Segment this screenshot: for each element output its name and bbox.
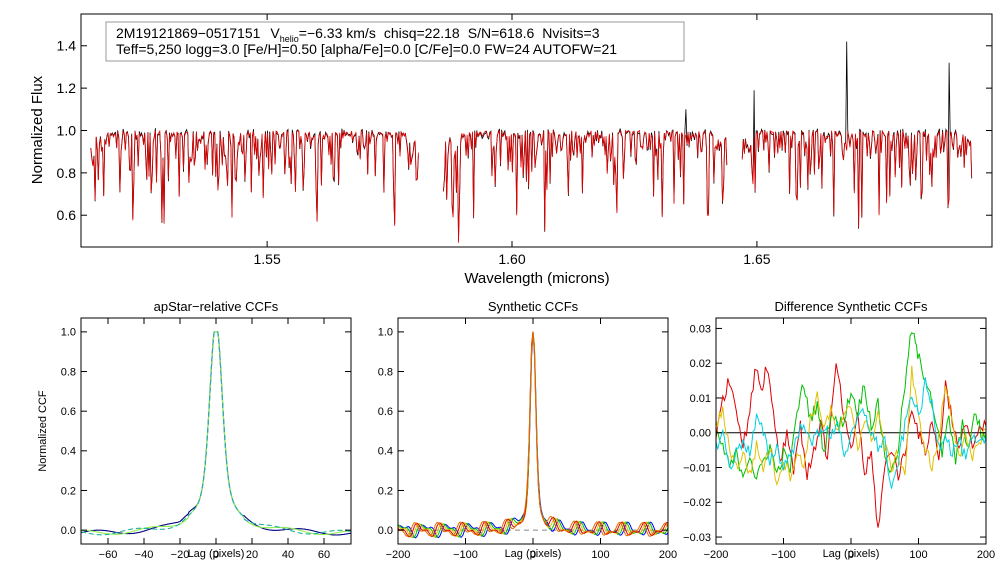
synthetic-ccf-series-2 [397,331,669,539]
spectrum-ytick-label: 0.6 [57,207,77,223]
apstar-ccf-title: apStar−relative CCFs [154,299,279,314]
apstar-ccf-series-3 [80,331,352,536]
apstar-ccf-ylabel: Normalized CCF [37,390,49,472]
synthetic-ccf-series-5 [398,332,669,538]
difference-ccf-panel: −200 −100 0 100 200 −0.03 −0.02 −0.01 0.00 0.01 0.… [683,299,995,561]
difference-ccf-xtick-label: −200 [704,549,729,561]
apstar-ccf-ytick-label: 0.0 [61,525,76,537]
synthetic-ccf-xtick-label: 100 [591,549,609,561]
synthetic-ccf-ytick-label: 0.0 [378,525,393,537]
spectrum-axes-frame [80,13,993,248]
difference-ccf-xlabel: Lag (pixels) [823,548,880,560]
synthetic-ccf-xtick-label: 200 [659,549,677,561]
apstar-ccf-panel: −60 −40 −20 0 20 40 60 0.0 0.2 0.4 0.6 0.8 1.0 apSta… [37,299,352,561]
apstar-ccf-xtick-label: 20 [246,549,258,561]
apstar-ccf-xtick-label: −20 [171,549,190,561]
header-line-1: 2M19121869−0517151 Vhelio=−6.33 km/s chisq… [116,25,600,44]
vhelio-subscript: helio [280,34,299,44]
model-spectrum-chip-1 [90,129,419,226]
apstar-ccf-xtick-label: −40 [135,549,154,561]
apstar-ccf-series-2 [80,331,351,536]
synthetic-ccf-ytick-label: 1.0 [378,327,393,339]
difference-ccf-xtick-label: 100 [909,549,927,561]
spectrum-ytick-label: 0.8 [57,165,77,181]
synthetic-ccf-ytick-label: 0.2 [378,485,393,497]
synthetic-ccf-xtick-label: −100 [453,549,478,561]
apstar-ccf-ytick-label: 0.2 [61,485,76,497]
apstar-ccf-ytick-label: 0.6 [61,406,76,418]
difference-ccf-ytick-label: −0.02 [683,497,711,509]
star-id: 2M19121869−0517151 [116,25,261,41]
apstar-ccf-xtick-label: −60 [99,549,118,561]
apstar-ccf-xtick-label: 0 [213,549,219,561]
apstar-ccf-xtick-label: 60 [318,549,330,561]
apstar-ccf-ytick-label: 1.0 [61,327,76,339]
observed-spectrum-chip-1 [90,128,419,224]
synthetic-ccf-series-1 [397,331,669,539]
difference-ccf-series-red [715,363,987,528]
difference-ccf-title: Difference Synthetic CCFs [775,299,928,314]
snr-value: S/N=618.6 [468,25,535,41]
apstar-ccf-ytick-label: 0.4 [61,446,76,458]
vhelio-value: =−6.33 km/s [299,25,376,41]
difference-ccf-series-cyan [715,377,987,489]
header-line-2: Teff=5,250 logg=3.0 [Fe/H]=0.50 [alpha/F… [116,41,617,57]
synthetic-ccf-axes-frame [397,317,669,545]
spectrum-ytick-label: 1.4 [57,38,77,54]
difference-ccf-xtick-label: −100 [771,549,796,561]
nvisits-value: Nvisits=3 [542,25,599,41]
header-box [105,21,685,62]
difference-ccf-ytick-label: 0.00 [690,428,711,440]
difference-ccf-axes-frame [715,317,987,545]
difference-ccf-ytick-label: 0.01 [690,393,711,405]
spectrum-ylabel: Normalized Flux [29,75,46,184]
model-spectrum-chip-2 [443,129,728,243]
synthetic-ccf-panel: −200 −100 0 100 200 0.0 0.2 0.4 0.6 0.8 1.0 Synthe… [378,299,677,561]
model-spectrum-chip-3 [741,129,973,228]
observed-spectrum-chip-3 [741,41,973,229]
spectrum-ytick-label: 1.2 [57,80,77,96]
synthetic-ccf-xlabel: Lag (pixels) [505,548,562,560]
difference-ccf-xtick-label: 200 [977,549,995,561]
difference-ccf-xtick-label: 0 [848,549,854,561]
spectrum-xtick-label: 1.60 [498,251,525,267]
apstar-ccf-ytick-label: 0.8 [61,366,76,378]
apstar-ccf-axes-frame [80,317,352,545]
synthetic-ccf-title: Synthetic CCFs [488,299,579,314]
spectrum-xlabel: Wavelength (microns) [464,270,609,287]
synthetic-ccf-ytick-label: 0.6 [378,406,393,418]
apstar-ccf-xlabel: Lag (pixels) [188,548,245,560]
synthetic-ccf-xtick-label: 0 [530,549,536,561]
synthetic-ccf-ytick-label: 0.4 [378,446,393,458]
difference-ccf-series-green [715,331,987,480]
chisq-value: chisq=22.18 [384,25,460,41]
synthetic-ccf-series-3 [397,331,669,539]
difference-ccf-ytick-label: −0.01 [683,462,711,474]
spectrum-ytick-label: 1.0 [57,122,77,138]
apstar-ccf-series-1 [80,331,352,536]
spectrum-xtick-label: 1.55 [253,251,280,267]
synthetic-ccf-xtick-label: −200 [386,549,411,561]
spectrum-xtick-label: 1.65 [743,251,770,267]
difference-ccf-series-yellow [715,365,987,487]
difference-ccf-ytick-label: 0.02 [690,358,711,370]
synthetic-ccf-series-4 [397,331,669,538]
difference-ccf-ytick-label: 0.03 [690,323,711,335]
spectrum-panel: 1.55 1.60 1.65 0.6 0.8 1.0 1.2 1.4 2M19121869−0… [29,13,993,287]
vhelio-symbol: V [270,25,280,41]
apstar-ccf-xtick-label: 40 [282,549,294,561]
difference-ccf-ytick-label: −0.03 [683,532,711,544]
synthetic-ccf-ytick-label: 0.8 [378,366,393,378]
